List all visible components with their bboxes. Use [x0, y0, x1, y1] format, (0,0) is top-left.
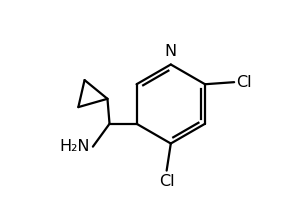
Text: N: N — [165, 44, 177, 59]
Text: Cl: Cl — [159, 174, 175, 189]
Text: Cl: Cl — [236, 75, 252, 90]
Text: H₂N: H₂N — [59, 139, 90, 154]
